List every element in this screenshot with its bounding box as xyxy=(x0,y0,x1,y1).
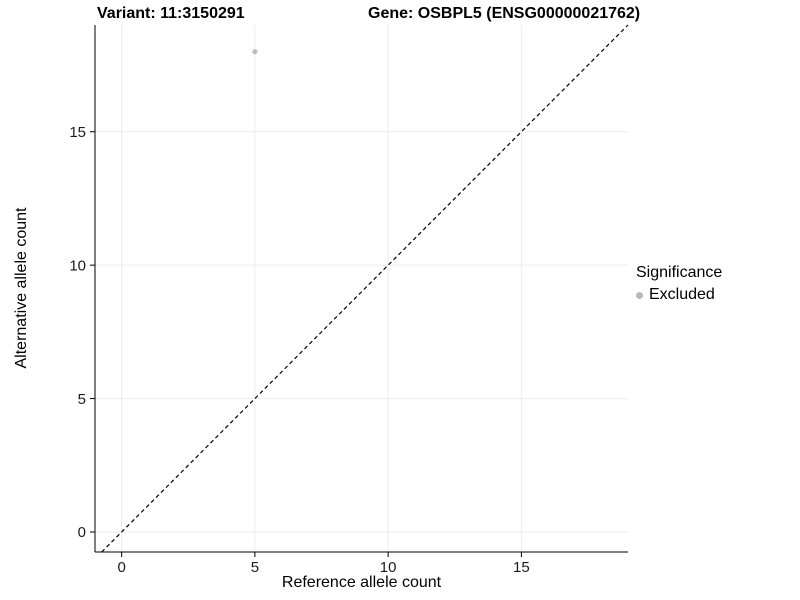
x-tick-label: 0 xyxy=(117,559,125,576)
x-tick-label: 10 xyxy=(380,559,397,576)
plot-title-gene: Gene: OSBPL5 (ENSG00000021762) xyxy=(368,5,641,22)
legend-item-label: Excluded xyxy=(649,286,715,303)
legend: Significance Excluded xyxy=(636,264,722,304)
y-tick-label: 5 xyxy=(78,391,86,408)
x-tick-label: 15 xyxy=(513,559,530,576)
y-axis-title: Alternative allele count xyxy=(13,207,30,369)
excluded-point-icon xyxy=(636,291,643,299)
data-point xyxy=(252,49,258,55)
y-tick-label: 15 xyxy=(69,124,86,141)
x-axis-title: Reference allele count xyxy=(281,574,442,591)
identity-line xyxy=(101,24,629,553)
y-tick-label: 10 xyxy=(69,257,86,274)
legend-item-excluded: Excluded xyxy=(636,286,722,304)
legend-title: Significance xyxy=(636,264,723,281)
y-tick-label: 0 xyxy=(78,524,86,541)
plot-title-variant: Variant: 11:3150291 xyxy=(97,5,245,22)
x-tick-label: 5 xyxy=(251,559,259,576)
